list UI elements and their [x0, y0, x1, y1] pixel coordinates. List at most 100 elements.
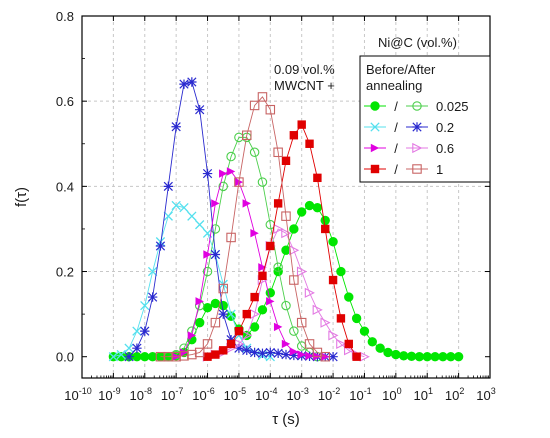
data-point [257, 177, 268, 187]
data-point [249, 100, 260, 111]
y-tick-label: 0.8 [56, 9, 74, 24]
data-point [320, 215, 330, 226]
data-point [242, 130, 252, 140]
data-point [187, 77, 197, 87]
data-point [266, 241, 275, 251]
data-point [305, 139, 314, 148]
data-point [234, 326, 244, 336]
data-point [289, 224, 299, 234]
data-point [202, 168, 213, 179]
data-point [226, 311, 236, 321]
data-point [211, 199, 220, 208]
legend-box [359, 55, 491, 183]
data-point [210, 298, 221, 309]
data-point [258, 271, 267, 280]
data-point [412, 122, 422, 132]
data-point [304, 339, 315, 349]
data-point [370, 122, 380, 132]
x-tick-label: 102 [445, 386, 464, 403]
data-point [406, 351, 417, 361]
data-point [289, 326, 299, 336]
data-point [370, 164, 380, 174]
data-point [226, 232, 236, 243]
data-point [202, 339, 213, 349]
data-point [179, 351, 189, 361]
data-point [171, 122, 181, 132]
data-point [297, 350, 306, 359]
y-tick-label: 0.0 [56, 350, 74, 365]
y-tick-label: 0.6 [56, 94, 74, 109]
data-point [202, 303, 213, 313]
x-tick-exponent: -9 [113, 386, 121, 396]
data-point [202, 266, 213, 277]
x-axis-title: τ (s) [272, 411, 300, 428]
legend-title: Ni@C (vol.%) [378, 35, 457, 50]
data-point [234, 343, 244, 353]
data-point [412, 101, 422, 111]
legend-separator: / [394, 99, 398, 114]
data-point [321, 224, 330, 234]
x-tick-label: 10-8 [130, 386, 152, 403]
x-tick-exponent: -1 [364, 386, 372, 396]
x-tick-exponent: -2 [332, 386, 340, 396]
legend-entry-1: /1 [364, 162, 443, 177]
data-point [242, 345, 252, 356]
data-point [281, 211, 291, 221]
data-point [412, 142, 423, 154]
data-point [312, 304, 323, 315]
data-point [344, 292, 354, 302]
data-point [171, 351, 181, 362]
legend-label: 1 [436, 162, 443, 177]
series-0_6-before [171, 167, 330, 361]
data-point [336, 338, 347, 350]
annotation-line-1: 0.09 vol.% [274, 62, 335, 77]
data-point [163, 351, 174, 362]
data-point [179, 348, 189, 357]
data-point [304, 200, 315, 211]
data-point [226, 151, 236, 162]
data-point [210, 249, 221, 260]
x-tick-label: 101 [413, 386, 432, 403]
data-point [124, 352, 134, 362]
data-point [218, 283, 228, 294]
data-point [195, 297, 204, 306]
x-tick-label: 100 [382, 386, 401, 403]
data-point [370, 101, 380, 111]
data-point [249, 147, 260, 158]
data-point [265, 347, 276, 358]
series-line [168, 136, 318, 358]
x-tick-label: 10-1 [349, 386, 371, 403]
data-point [250, 229, 259, 238]
legend-entry-0.025: / 0.025 [364, 99, 469, 114]
data-point [273, 348, 283, 358]
data-point [132, 326, 142, 336]
legend-entry-0.2: / 0.2 [364, 120, 454, 135]
data-point [359, 326, 370, 336]
data-point [163, 211, 173, 221]
data-point [108, 352, 119, 362]
y-axis-title: f(τ) [13, 187, 30, 207]
data-point [296, 341, 307, 351]
x-tick-exponent: 0 [397, 386, 402, 396]
data-point [375, 343, 385, 353]
x-tick-label: 103 [476, 386, 495, 403]
legend-subtitle: Before/After [366, 62, 436, 77]
data-point [296, 207, 307, 217]
data-point [203, 250, 212, 259]
x-tick-exponent: -10 [79, 386, 92, 396]
data-point [226, 334, 236, 345]
data-point [289, 245, 300, 256]
data-point [453, 352, 464, 362]
x-tick-label: 10-5 [224, 386, 246, 403]
legend-separator: / [394, 141, 398, 156]
legend-entry-0.6: / 0.6 [364, 141, 454, 156]
data-point [398, 351, 409, 361]
data-point [179, 202, 189, 213]
data-point [281, 156, 291, 165]
data-point [281, 228, 292, 239]
data-point [446, 352, 456, 362]
data-point [132, 343, 142, 353]
data-point [187, 349, 197, 360]
